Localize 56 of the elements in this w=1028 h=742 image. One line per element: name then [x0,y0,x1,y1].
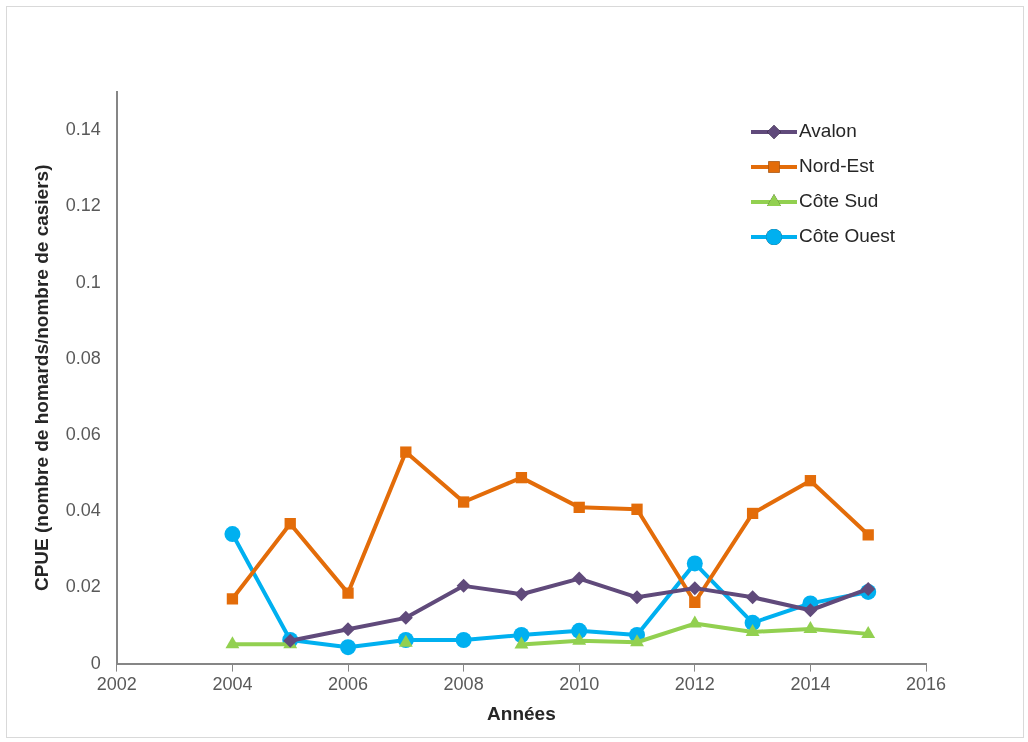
point [341,622,356,637]
point [400,446,412,458]
point [630,590,645,605]
legend-label: Avalon [799,120,857,142]
y-tick-label: 0.02 [65,576,101,597]
point [340,639,357,656]
point [862,529,874,541]
x-tick-label: 2016 [905,674,947,695]
point [861,581,876,596]
point [631,503,643,515]
point [687,615,702,628]
point [803,620,818,633]
point [226,593,239,605]
y-tick-label: 0.08 [65,347,101,368]
point [630,634,644,647]
y-tick-label: 0.1 [75,271,101,292]
point [686,555,703,572]
point [456,578,471,593]
point [572,632,587,645]
point [803,603,818,618]
y-tick-label: 0 [90,652,101,673]
point [745,590,760,605]
legend-label: Nord-Est [799,155,875,177]
y-tick-label: 0.04 [65,500,101,521]
point [514,636,529,649]
point [342,587,354,599]
point [457,496,470,508]
y-axis-title: CPUE (nombre de homards/nombre de casiers) [30,164,52,592]
point [514,587,529,602]
point [687,581,702,596]
x-tick-label: 2012 [674,674,715,695]
y-tick-label: 0.12 [65,195,101,216]
y-tick-label: 0.14 [65,119,101,140]
x-tick-label: 2004 [212,674,253,695]
point [573,501,585,514]
x-tick-label: 2010 [559,674,600,695]
point [572,571,587,586]
point [746,507,759,520]
x-tick-label: 2014 [790,674,831,695]
point [398,610,413,625]
legend-label: Côte Ouest [799,225,896,247]
x-tick-label: 2006 [328,674,369,695]
legend-label: Côte Sud [799,190,879,212]
x-axis-title: Années [487,702,556,724]
point [689,596,701,608]
x-tick-label: 2008 [443,674,484,695]
point [861,625,876,638]
point [455,631,472,648]
point [284,518,296,530]
point [745,623,760,636]
x-tick-label: 2002 [96,674,137,695]
point [804,475,817,487]
y-tick-label: 0.06 [65,423,101,444]
point [225,636,240,649]
point [224,526,241,543]
point [515,471,528,484]
